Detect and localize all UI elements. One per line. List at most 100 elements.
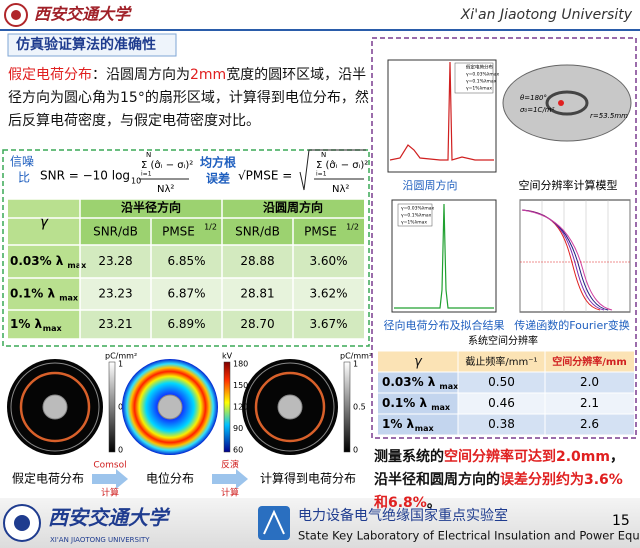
table-cell: 2.1: [580, 396, 599, 410]
legend-entry: γ=0.1%λmax: [466, 79, 497, 85]
colorbar-unit: pC/mm²: [340, 352, 372, 361]
slide-title: 仿真验证算法的准确性: [16, 36, 156, 53]
logo-text: 西安交通大学: [34, 5, 132, 24]
legend-entry: 假定电荷分布: [466, 64, 493, 71]
charge-ring: [19, 371, 91, 443]
table-column-header: SNR/dB: [235, 225, 280, 239]
lab-logo-mark: [263, 509, 285, 535]
footer-logo: 西安交通大学: [48, 506, 171, 530]
formula-limit: i=1: [316, 171, 327, 178]
figure-caption: 空间分辨率计算模型: [519, 178, 618, 192]
conclusion-text: 测量系统的: [374, 449, 444, 465]
row-label-subscript: max: [43, 324, 63, 333]
legend-entry: γ=1%λmax: [401, 220, 427, 226]
row-label-subscript: max: [59, 294, 79, 303]
table-column-header: 截止频率/mm⁻¹: [465, 355, 537, 368]
table-cell: 23.21: [98, 317, 132, 331]
colorbar-label: 0: [118, 446, 123, 455]
process-caption: 电位分布: [146, 471, 194, 486]
model-label: σ₀=1C/m²: [520, 106, 555, 114]
plot-frame: [387, 59, 497, 173]
charge-ring: [254, 371, 326, 443]
conclusion-text: ，沿半径和圆周方向的: [374, 449, 624, 488]
table-column-superscript: 1/2: [204, 223, 217, 232]
table-row-label: [8, 245, 80, 278]
model-ring: [545, 90, 589, 116]
legend-entry: γ=0.03%λmax: [401, 206, 435, 212]
table-row-label: [378, 393, 458, 414]
colorbar-label: 90: [233, 424, 243, 433]
table-column-header: PMSE: [304, 225, 337, 239]
table-header: [378, 351, 634, 372]
model-disk: [502, 64, 632, 142]
charge-ring: [245, 362, 335, 452]
table-column-header: PMSE: [162, 225, 195, 239]
legend-entry: γ=0.1%λmax: [401, 213, 432, 219]
disk-center: [42, 394, 68, 420]
process-step: Comsol: [93, 461, 126, 471]
table-column-header: 空间分辨率/mm: [552, 355, 627, 368]
table-cell: 0.38: [488, 417, 515, 431]
row-label: 1% λ: [10, 317, 43, 331]
intro-highlight: 2mm: [190, 67, 227, 83]
colorbar-label: 0.5: [353, 403, 366, 412]
process-step: 计算: [221, 487, 239, 499]
table-cell: 23.23: [98, 287, 132, 301]
process-caption: 计算得到电荷分布: [260, 471, 356, 486]
row-label: 0.1% λ: [382, 396, 427, 410]
table-cell: 3.62%: [309, 287, 347, 301]
table-gamma-cell: [8, 199, 80, 245]
row-label: 1% λ: [382, 417, 415, 431]
disk-center: [157, 394, 183, 420]
row-label-subscript: max: [431, 403, 451, 412]
table-row-label: [378, 414, 458, 435]
formula-label: 信噪: [10, 155, 34, 169]
table-cell: 6.87%: [167, 287, 205, 301]
right-frame: [371, 37, 637, 439]
table-cell: 28.70: [240, 317, 274, 331]
row-label-subscript: max: [67, 261, 87, 270]
table-column-superscript: 1/2: [346, 223, 359, 232]
process-caption: 假定电荷分布: [12, 471, 84, 486]
formula-label: 均方根: [200, 155, 236, 170]
colorbar-label: 120: [233, 403, 248, 412]
colorbar-label: 1: [353, 360, 358, 369]
conclusion-text: 。: [426, 495, 441, 511]
table-cell: 6.89%: [167, 317, 205, 331]
conclusion: 测量系统的空间分辨率可达到2.0mm，沿半径和圆周方向的误差分别约为3.6%和6…: [374, 446, 636, 515]
process-step: 计算: [101, 487, 119, 499]
formula-numerator: Σ (σ̂ᵢ − σᵢ)²: [141, 159, 193, 171]
row-label: 0.03% λ: [382, 375, 436, 389]
table-column-header: SNR/dB: [93, 225, 138, 239]
footer-logo-en: XI'AN JIAOTONG UNIVERSITY: [50, 536, 150, 544]
lab-name-cn: 电力设备电气绝缘国家重点实验室: [298, 507, 508, 524]
title-box: [7, 33, 177, 57]
row-label: 0.03% λ: [10, 254, 64, 268]
formula-limit: i=1: [141, 171, 152, 178]
table-cell: 0.50: [488, 375, 515, 389]
formula-denominator: Nλ²: [332, 184, 349, 195]
table-cell: 0.46: [488, 396, 515, 410]
figure-caption: 沿圆周方向: [403, 178, 458, 192]
formula: SNR = −10 log: [40, 169, 130, 183]
formula-limit: N: [321, 151, 326, 159]
colorbar-label: 60: [233, 446, 243, 455]
plot-frame: [519, 199, 631, 313]
footer-emblem-core: [14, 515, 30, 531]
table-cell: 2.0: [580, 375, 599, 389]
colorbar-unit: pC/mm²: [105, 352, 137, 361]
figure-caption: 系统空间分辨率: [468, 334, 538, 347]
colorbar-label: 0: [353, 446, 358, 455]
model-label: θ=180°: [520, 94, 547, 102]
colorbar: [223, 361, 231, 453]
process-step: 反演: [221, 459, 239, 471]
table-cell: 6.85%: [167, 254, 205, 268]
colorbar-label: 180: [233, 360, 248, 369]
table-group-header: 沿圆周方向: [262, 200, 323, 215]
formula-label: 误差: [206, 171, 230, 186]
table-cell: 28.81: [240, 287, 274, 301]
process-arrow: [212, 469, 248, 489]
left-frame: [2, 149, 370, 347]
intro: 假定电荷分布：沿圆周方向为2mm宽度的圆环区域，沿半径方向为圆心角为15°的扇形…: [8, 64, 370, 133]
plot-legend: [397, 203, 433, 227]
